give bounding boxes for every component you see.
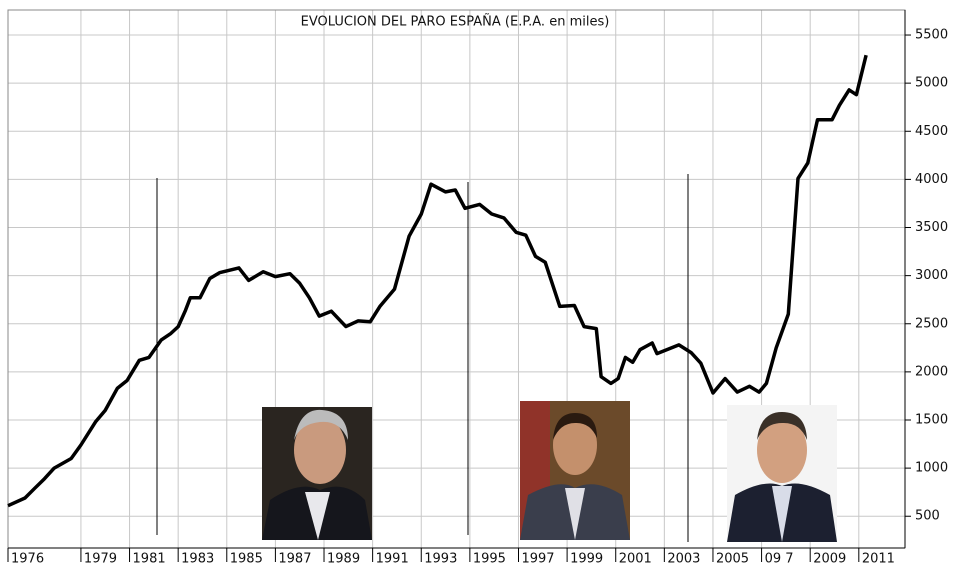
portrait xyxy=(520,401,630,540)
x-tick-label: 2003 xyxy=(667,552,700,567)
x-tick-label: 09 7 xyxy=(765,552,794,567)
x-tick-label: 1983 xyxy=(181,552,214,567)
y-tick-label: 5000 xyxy=(915,76,948,91)
x-tick-label: 1976 xyxy=(11,552,44,567)
x-tick-label: 2011 xyxy=(862,552,895,567)
x-tick-label: 1989 xyxy=(327,552,360,567)
portrait xyxy=(262,407,372,540)
y-tick-label: 4000 xyxy=(915,172,948,187)
portrait xyxy=(727,405,837,542)
x-tick-label: 2001 xyxy=(619,552,652,567)
x-tick-label: 1999 xyxy=(570,552,603,567)
y-tick-label: 2500 xyxy=(915,316,948,331)
y-tick-label: 1500 xyxy=(915,412,948,427)
chart-title: EVOLUCION DEL PARO ESPAÑA (E.P.A. en mil… xyxy=(301,14,610,30)
y-tick-label: 2000 xyxy=(915,364,948,379)
x-tick-label: 1979 xyxy=(84,552,117,567)
y-tick-label: 3000 xyxy=(915,268,948,283)
x-tick-label: 1995 xyxy=(473,552,506,567)
x-tick-label: 1991 xyxy=(376,552,409,567)
y-tick-label: 4500 xyxy=(915,124,948,139)
x-tick-label: 1997 xyxy=(521,552,554,567)
y-tick-label: 5500 xyxy=(915,28,948,43)
x-tick-label: 1981 xyxy=(133,552,166,567)
x-tick-label: 2009 xyxy=(813,552,846,567)
y-tick-label: 1000 xyxy=(915,461,948,476)
chart: EVOLUCION DEL PARO ESPAÑA (E.P.A. en mil… xyxy=(0,0,955,568)
x-tick-label: 1987 xyxy=(278,552,311,567)
x-tick-label: 1985 xyxy=(230,552,263,567)
y-tick-label: 3500 xyxy=(915,220,948,235)
x-tick-label: 2005 xyxy=(716,552,749,567)
y-tick-label: 500 xyxy=(915,509,940,524)
x-tick-label: 1993 xyxy=(424,552,457,567)
